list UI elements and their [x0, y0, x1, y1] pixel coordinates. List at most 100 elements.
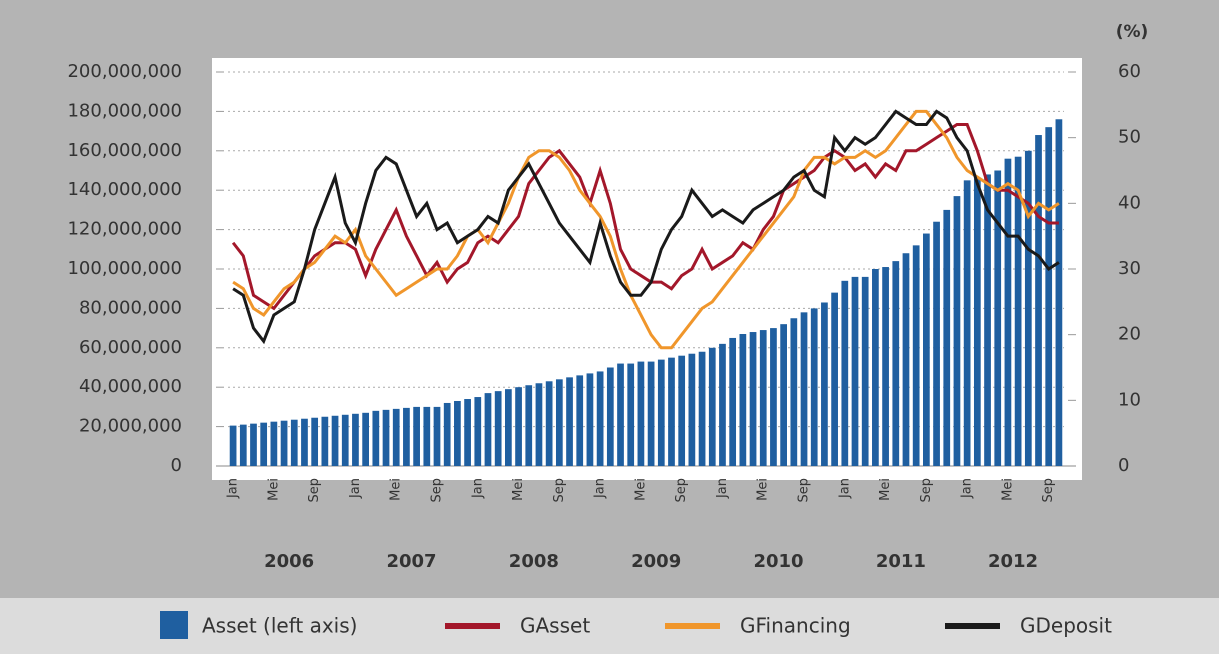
bar [413, 406, 420, 466]
bar [688, 353, 696, 466]
bar [606, 367, 614, 466]
bar [627, 363, 635, 466]
x-tick-label: Mei [633, 478, 648, 501]
legend-swatch [160, 611, 188, 639]
bar [617, 363, 624, 466]
x-tick-label: Jan [348, 478, 363, 499]
bar [392, 408, 400, 466]
x-tick-label: Jan [715, 478, 730, 499]
legend-label: GAsset [520, 614, 590, 638]
bar [352, 413, 359, 466]
x-tick-label: Jan [837, 478, 852, 499]
bar [372, 410, 380, 466]
y2-axis-label: (%) [1116, 22, 1149, 42]
x-tick-label: Sep [430, 478, 445, 503]
bar [505, 389, 512, 466]
bar [749, 332, 757, 466]
y2-tick-label: 10 [1118, 389, 1141, 410]
y2-tick-label: 60 [1118, 61, 1141, 82]
bar [280, 420, 288, 466]
bar [657, 359, 665, 466]
bar [872, 269, 879, 466]
bar [382, 409, 390, 466]
x-tick-label: Mei [266, 478, 281, 501]
x-tick-label: Mei [1000, 478, 1015, 501]
year-label: 2009 [631, 551, 681, 572]
y-tick-label: 0 [171, 455, 182, 476]
bar [474, 397, 482, 466]
legend-label: GFinancing [740, 614, 851, 638]
bar [678, 355, 686, 466]
bar [861, 276, 869, 466]
bar [943, 209, 951, 466]
bar [250, 423, 257, 466]
y-tick-label: 180,000,000 [67, 100, 182, 121]
bar [729, 337, 737, 466]
bar [362, 412, 369, 466]
bar [759, 330, 767, 466]
y2-tick-label: 0 [1118, 455, 1129, 476]
bar [454, 400, 461, 466]
bar [810, 308, 818, 466]
bar [576, 375, 584, 466]
x-tick-label: Mei [878, 478, 893, 501]
x-tick-label: Sep [797, 478, 812, 503]
x-tick-label: Sep [307, 478, 322, 503]
bar [545, 381, 553, 466]
bar [800, 312, 808, 466]
year-label: 2010 [753, 551, 803, 572]
bar [698, 351, 706, 466]
year-label: 2008 [509, 551, 559, 572]
year-label: 2006 [264, 551, 314, 572]
legend-label: GDeposit [1020, 614, 1112, 638]
bar [708, 347, 716, 466]
x-tick-label: Mei [389, 478, 404, 501]
bar [963, 180, 971, 466]
bar [994, 170, 1002, 466]
legend-background [0, 598, 1219, 654]
bar [484, 393, 492, 466]
bar [851, 276, 859, 466]
bar [433, 406, 441, 466]
bar [933, 221, 940, 466]
bar [1045, 127, 1053, 466]
bar [1035, 135, 1042, 467]
bar [821, 302, 828, 466]
x-tick-label: Jan [470, 478, 485, 499]
y2-tick-label: 30 [1118, 258, 1141, 279]
bar [1014, 156, 1022, 466]
x-tick-label: Jan [960, 478, 975, 499]
y-tick-label: 20,000,000 [79, 416, 182, 437]
bar [311, 417, 319, 466]
y-tick-label: 200,000,000 [67, 61, 182, 82]
x-tick-label: Sep [674, 478, 689, 503]
bar [1055, 119, 1063, 466]
bar [525, 385, 533, 466]
bar [912, 245, 920, 466]
bar [780, 324, 787, 466]
x-tick-label: Sep [552, 478, 567, 503]
x-tick-label: Jan [226, 478, 241, 499]
bar [260, 422, 268, 466]
y2-tick-label: 40 [1118, 192, 1141, 213]
x-tick-label: Sep [1041, 478, 1056, 503]
bar [341, 414, 349, 466]
x-tick-label: Sep [919, 478, 934, 503]
bar [566, 377, 573, 466]
bar [668, 357, 675, 466]
bar [229, 425, 237, 466]
bar [770, 328, 777, 466]
bar [331, 415, 339, 466]
y2-tick-label: 50 [1118, 127, 1141, 148]
bar [301, 418, 308, 466]
bar [841, 280, 849, 466]
legend-label: Asset (left axis) [202, 614, 357, 638]
bar [973, 178, 981, 466]
bar [290, 419, 298, 466]
y-tick-label: 120,000,000 [67, 219, 182, 240]
bar [494, 391, 502, 466]
year-label: 2007 [386, 551, 436, 572]
y-tick-label: 40,000,000 [79, 376, 182, 397]
bar [403, 407, 410, 466]
